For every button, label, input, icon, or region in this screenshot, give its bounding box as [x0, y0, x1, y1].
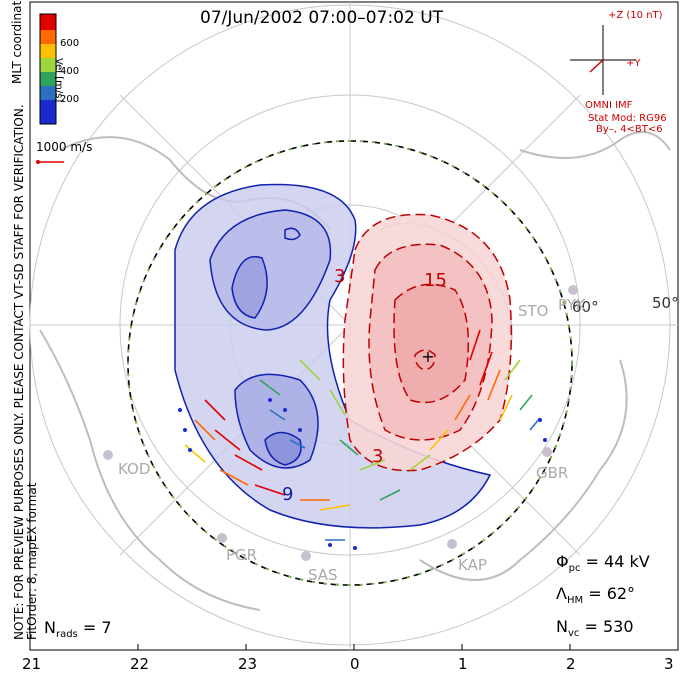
imf-condition-label: By–, 4<BT<6	[596, 124, 663, 135]
phi-subscript: pc	[568, 563, 581, 575]
mlt-tick-label: 21	[22, 655, 42, 673]
imf-z-label: +Z (10 nT)	[608, 10, 663, 21]
latitude-label: 50°	[652, 294, 679, 312]
latitude-label: 60°	[572, 298, 599, 316]
coordinate-system-label: MLT coordinates	[10, 0, 24, 84]
radar-label: KAP	[458, 556, 487, 574]
vector-count: Nvc = 530	[556, 617, 634, 639]
contour-label: 9	[282, 484, 294, 505]
phi-value: = 44 kV	[585, 552, 650, 571]
colorbar-tick: 400	[60, 66, 80, 77]
mlt-tick-label: 3	[664, 655, 674, 673]
potential-max-marker: +	[421, 347, 434, 366]
mlt-tick-label: 22	[130, 655, 150, 673]
imf-y-label: +Y	[626, 58, 641, 69]
contour-label: 15	[424, 270, 447, 291]
preview-note: NOTE: FOR PREVIEW PURPOSES ONLY. PLEASE …	[12, 104, 26, 640]
mlt-tick-label: 2	[566, 655, 576, 673]
cross-polar-potential: Φpc = 44 kV	[556, 552, 650, 574]
nvc-value: = 530	[584, 617, 634, 636]
velocity-vectors	[178, 329, 547, 550]
fit-order-label: FitOrder: 8, mapEX format	[25, 482, 39, 640]
nrads-value: = 7	[82, 618, 112, 637]
radar-count: Nrads = 7	[44, 618, 112, 640]
nvc-symbol: N	[556, 617, 568, 636]
lambda-value: = 62°	[588, 584, 636, 603]
nrads-symbol: N	[44, 618, 56, 637]
radar-label: GBR	[536, 464, 569, 482]
colorbar-tick: 200	[60, 94, 80, 105]
vector-scale-label: 1000 m/s	[36, 140, 93, 154]
imf-dial	[570, 25, 636, 95]
mlt-tick-label: 23	[238, 655, 258, 673]
radar-label: PYK	[558, 296, 586, 314]
radar-label: PGR	[226, 546, 258, 564]
radar-label: KOD	[118, 460, 151, 478]
map-title: 07/Jun/2002 07:00–07:02 UT	[200, 8, 444, 28]
nvc-subscript: vc	[567, 628, 580, 640]
radar-label: STO	[518, 302, 549, 320]
lambda-symbol: Λ	[556, 584, 567, 603]
positive-potential-cell	[342, 213, 512, 472]
mlt-tick-label: 1	[458, 655, 468, 673]
hm-boundary-latitude: ΛHM = 62°	[556, 584, 635, 606]
nrads-subscript: rads	[55, 629, 78, 641]
radar-markers	[103, 285, 578, 561]
phi-symbol: Φ	[556, 552, 569, 571]
radar-label: SAS	[308, 566, 338, 584]
contour-label: 3	[372, 446, 384, 467]
stat-model-label: Stat Mod: RG96	[588, 113, 667, 124]
lambda-subscript: HM	[566, 595, 584, 607]
contour-label: 3	[334, 266, 346, 287]
imf-source-label: OMNI IMF	[585, 100, 633, 111]
velocity-colorbar	[39, 13, 57, 125]
colorbar-tick: 600	[60, 38, 80, 49]
mlt-tick-label: 0	[350, 655, 360, 673]
